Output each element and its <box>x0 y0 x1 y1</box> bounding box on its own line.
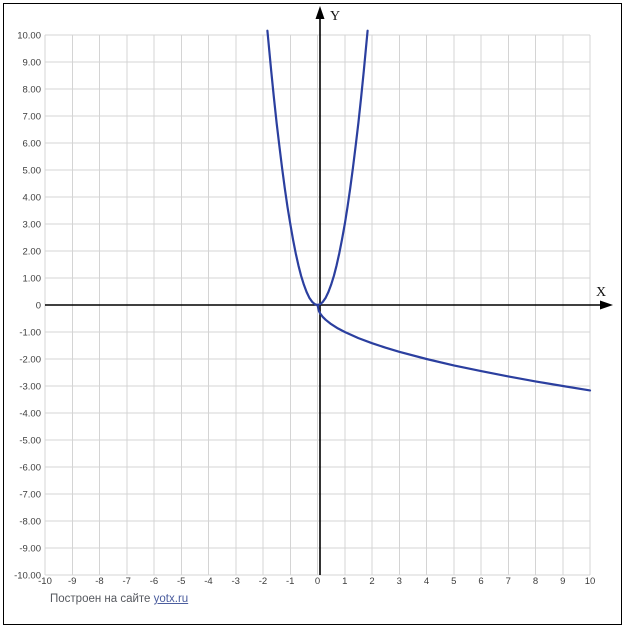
y-tick-label: -4.00 <box>19 409 41 420</box>
x-tick-label: 5 <box>451 576 456 587</box>
y-tick-label: -3.00 <box>19 382 41 393</box>
x-tick-label: 8 <box>533 576 538 587</box>
y-tick-label: -1.00 <box>19 328 41 339</box>
x-tick-label: -3 <box>232 576 240 587</box>
x-tick-label: -9 <box>68 576 76 587</box>
x-tick-label: 0 <box>315 576 320 587</box>
y-tick-label: 1.00 <box>23 274 42 285</box>
y-tick-label: 7.00 <box>23 112 42 123</box>
function-curves <box>266 29 592 392</box>
credit-text: Построен на сайте <box>50 593 154 605</box>
x-tick-label: -6 <box>150 576 158 587</box>
y-tick-label: 6.00 <box>23 139 42 150</box>
x-tick-label: -5 <box>177 576 185 587</box>
x-tick-label: -7 <box>123 576 131 587</box>
x-tick-label: -1 <box>286 576 294 587</box>
y-tick-label: 10.00 <box>17 31 41 42</box>
x-tick-label: 1 <box>342 576 347 587</box>
x-tick-label: 10 <box>585 576 596 587</box>
x-axis-arrow-icon <box>600 300 613 310</box>
x-axis-label: X <box>596 285 606 300</box>
y-tick-label: 0 <box>36 301 41 312</box>
y-tick-label: -2.00 <box>19 355 41 366</box>
axes: YX <box>45 6 613 575</box>
y-tick-label: -7.00 <box>19 490 41 501</box>
x-tick-label: 2 <box>369 576 374 587</box>
y-tick-label: -10.00 <box>14 571 41 582</box>
x-tick-label: 7 <box>506 576 511 587</box>
x-tick-label: 4 <box>424 576 429 587</box>
x-tick-label: -4 <box>204 576 212 587</box>
x-tick-label: -2 <box>259 576 267 587</box>
x-tick-label: 9 <box>560 576 565 587</box>
y-tick-label: -9.00 <box>19 544 41 555</box>
curve-y-sqrt-x- <box>316 303 592 392</box>
y-tick-label: 9.00 <box>23 58 42 69</box>
y-tick-label: -5.00 <box>19 436 41 447</box>
x-tick-label: -8 <box>95 576 103 587</box>
tick-labels: 10.00 9.00 8.00 7.00 6.00 5.00 4.00 3.00 2.00 1.0… <box>14 31 595 588</box>
y-tick-label: -6.00 <box>19 463 41 474</box>
y-axis-arrow-icon <box>315 6 325 19</box>
credit-line: Построен на сайте yotx.ru <box>50 593 188 605</box>
y-tick-label: 8.00 <box>23 85 42 96</box>
credit-link[interactable]: yotx.ru <box>153 593 189 605</box>
y-tick-label: 2.00 <box>23 247 42 258</box>
y-tick-label: 3.00 <box>23 220 42 231</box>
y-tick-label: 5.00 <box>23 166 42 177</box>
x-tick-label: 6 <box>478 576 483 587</box>
y-tick-label: -8.00 <box>19 517 41 528</box>
x-tick-label: 3 <box>397 576 402 587</box>
y-tick-label: 4.00 <box>23 193 42 204</box>
x-tick-label: -10 <box>38 576 52 587</box>
y-axis-label: Y <box>330 9 340 24</box>
